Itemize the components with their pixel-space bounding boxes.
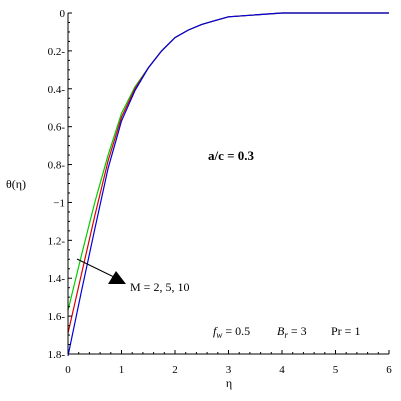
y-tick-label: 1.4-	[48, 273, 66, 285]
m-arrow-head	[108, 271, 126, 284]
x-axis-label: η	[226, 376, 232, 390]
y-tick-label: −1	[53, 197, 65, 209]
x-tick-label: 1	[119, 364, 125, 376]
y-tick-label: 1.2-	[48, 235, 66, 247]
x-tick-label: 6	[386, 364, 392, 376]
y-tick-label: 0.2-	[48, 46, 66, 58]
axes-group	[67, 13, 389, 355]
br-symbol: B	[277, 324, 285, 338]
y-tick-label: 0	[60, 8, 66, 20]
m-annotation: M = 2, 5, 10	[130, 280, 189, 294]
x-tick-label: 3	[226, 364, 232, 376]
y-axis-label: θ(η)	[6, 177, 26, 191]
ticks-group: 0 1 2 3 4 5 6 0 0.2- 0.4- 0.6- 0.8- −1 1.2- 1.4- 1.6- 1.…	[48, 8, 393, 376]
curves-group	[67, 12, 389, 357]
series-line-2	[67, 12, 389, 334]
x-tick-label: 5	[333, 364, 339, 376]
ratio-annotation: a/c = 0.3	[208, 148, 255, 163]
y-tick-label: 0.6-	[48, 122, 66, 134]
br-value: = 3	[288, 324, 307, 338]
m-arrow-line	[76, 258, 119, 280]
y-tick-label: 1.8-	[48, 349, 66, 361]
fw-symbol: f	[213, 324, 218, 338]
y-tick-label: 0.4-	[48, 84, 66, 96]
x-tick-label: 0	[65, 364, 71, 376]
series-line-3	[67, 12, 389, 357]
y-tick-label: 0.8-	[48, 160, 66, 172]
x-tick-label: 4	[279, 364, 285, 376]
x-tick-label: 2	[172, 364, 178, 376]
pr-value: Pr = 1	[331, 324, 360, 338]
br-sub: r	[284, 330, 288, 340]
y-tick-label: 1.6-	[48, 311, 66, 323]
params-annotation: fw = 0.5 Br = 3 Pr = 1	[213, 324, 360, 340]
fw-sub: w	[216, 330, 222, 340]
fw-value: = 0.5	[222, 324, 250, 338]
